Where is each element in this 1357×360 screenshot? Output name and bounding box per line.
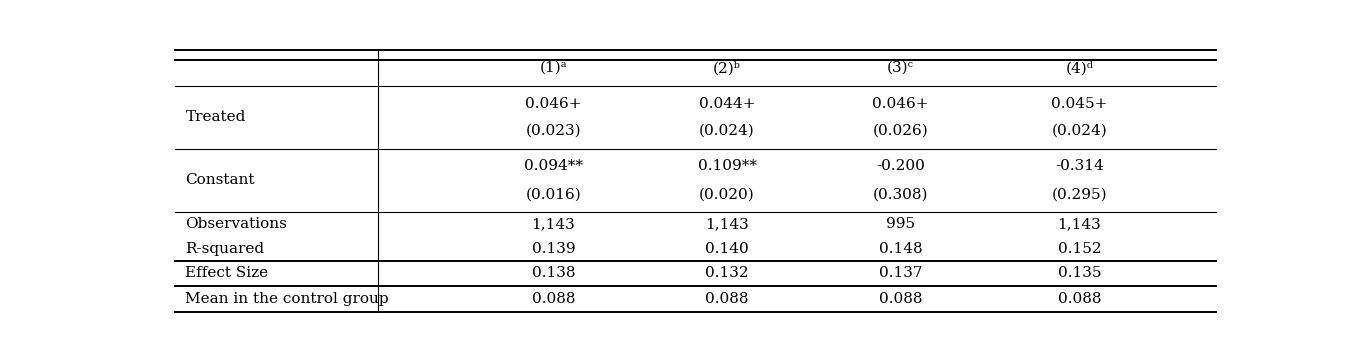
- Text: 1,143: 1,143: [532, 217, 575, 231]
- Text: (0.020): (0.020): [699, 188, 754, 202]
- Text: (0.026): (0.026): [873, 124, 928, 138]
- Text: 0.094**: 0.094**: [524, 159, 584, 174]
- Text: 0.137: 0.137: [879, 266, 923, 280]
- Text: 0.140: 0.140: [706, 242, 749, 256]
- Text: 0.088: 0.088: [1057, 292, 1101, 306]
- Text: 1,143: 1,143: [1057, 217, 1101, 231]
- Text: 0.088: 0.088: [706, 292, 749, 306]
- Text: 0.148: 0.148: [879, 242, 923, 256]
- Text: (0.024): (0.024): [1052, 124, 1107, 138]
- Text: (0.308): (0.308): [873, 188, 928, 202]
- Text: -0.200: -0.200: [877, 159, 925, 174]
- Text: (0.295): (0.295): [1052, 188, 1107, 202]
- Text: R-squared: R-squared: [186, 242, 265, 256]
- Text: 995: 995: [886, 217, 915, 231]
- Text: Treated: Treated: [186, 111, 246, 124]
- Text: (0.024): (0.024): [699, 124, 754, 138]
- Text: Mean in the control group: Mean in the control group: [186, 292, 389, 306]
- Text: 0.088: 0.088: [879, 292, 923, 306]
- Text: (0.016): (0.016): [525, 188, 581, 202]
- Text: -0.314: -0.314: [1054, 159, 1103, 174]
- Text: 0.132: 0.132: [706, 266, 749, 280]
- Text: (3)ᶜ: (3)ᶜ: [887, 61, 915, 75]
- Text: 1,143: 1,143: [706, 217, 749, 231]
- Text: 0.044+: 0.044+: [699, 96, 756, 111]
- Text: 0.088: 0.088: [532, 292, 575, 306]
- Text: 0.135: 0.135: [1057, 266, 1101, 280]
- Text: 0.109**: 0.109**: [697, 159, 756, 174]
- Text: Observations: Observations: [186, 217, 288, 231]
- Text: 0.045+: 0.045+: [1052, 96, 1107, 111]
- Text: 0.139: 0.139: [532, 242, 575, 256]
- Text: 0.046+: 0.046+: [525, 96, 582, 111]
- Text: Constant: Constant: [186, 174, 255, 188]
- Text: (2)ᵇ: (2)ᵇ: [712, 61, 741, 75]
- Text: 0.152: 0.152: [1057, 242, 1101, 256]
- Text: 0.138: 0.138: [532, 266, 575, 280]
- Text: (4)ᵈ: (4)ᵈ: [1065, 61, 1094, 75]
- Text: 0.046+: 0.046+: [873, 96, 928, 111]
- Text: Effect Size: Effect Size: [186, 266, 269, 280]
- Text: (0.023): (0.023): [525, 124, 581, 138]
- Text: (1)ᵃ: (1)ᵃ: [540, 61, 567, 75]
